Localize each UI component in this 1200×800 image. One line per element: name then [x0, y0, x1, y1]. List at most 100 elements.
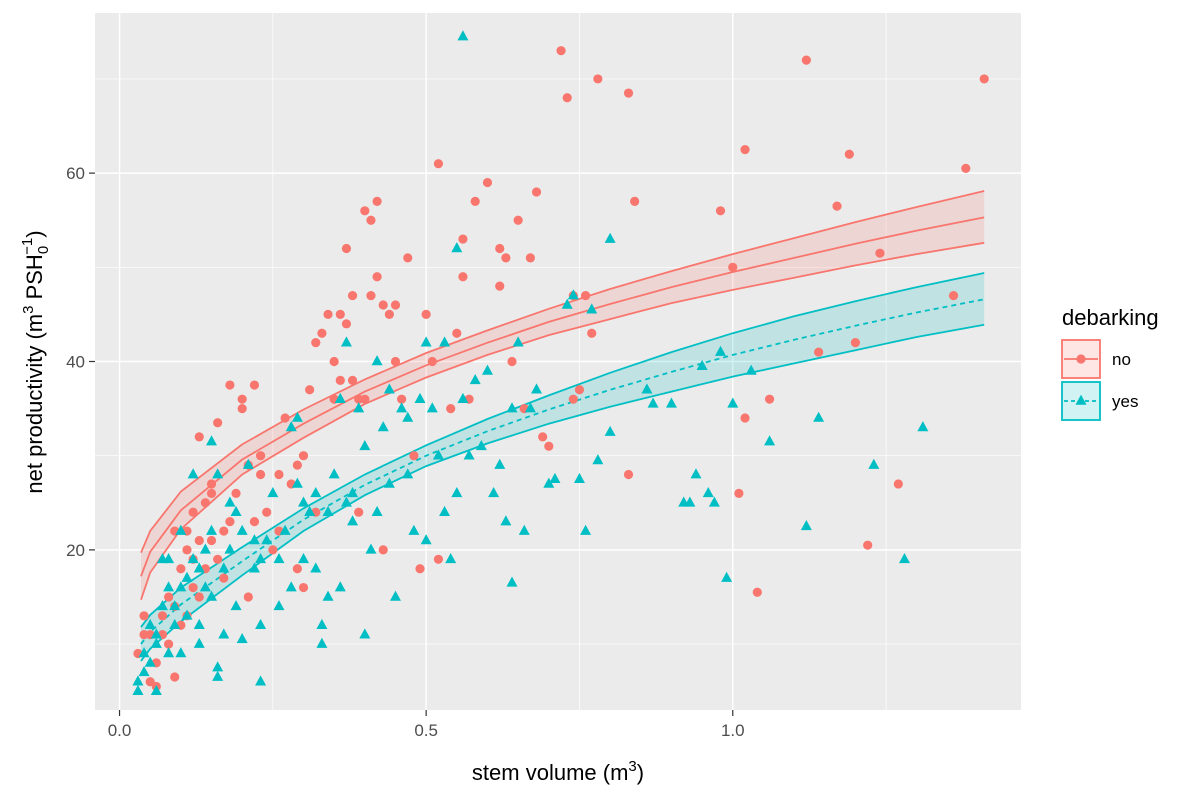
point-no — [280, 413, 290, 423]
point-yes — [212, 670, 224, 681]
point-no — [427, 356, 437, 367]
ci-upper-line-yes — [140, 272, 985, 628]
point-yes — [175, 524, 187, 535]
point-yes — [150, 637, 162, 648]
point-yes — [475, 439, 487, 451]
point-yes — [488, 487, 500, 498]
point-yes — [230, 600, 242, 611]
point-yes — [193, 637, 205, 648]
point-no — [255, 469, 266, 480]
point-yes — [163, 647, 175, 658]
point-yes — [187, 468, 199, 479]
point-yes — [340, 496, 352, 507]
data-points — [132, 30, 989, 695]
point-no — [409, 451, 419, 461]
point-no — [397, 394, 407, 404]
point-yes — [347, 487, 359, 498]
point-yes — [506, 402, 518, 413]
point-yes — [567, 289, 579, 300]
point-no — [219, 526, 229, 536]
point-no — [188, 507, 198, 517]
point-yes — [592, 454, 604, 465]
point-yes — [371, 355, 383, 366]
point-no — [556, 46, 566, 56]
point-yes — [549, 472, 561, 484]
point-yes — [181, 609, 193, 620]
point-yes — [365, 543, 377, 554]
point-yes — [414, 392, 426, 403]
point-no — [433, 159, 444, 169]
point-yes — [420, 534, 432, 545]
x-tick-label: 1.0 — [721, 721, 745, 740]
point-no — [329, 356, 339, 367]
point-no — [384, 309, 394, 320]
point-yes — [206, 524, 218, 535]
point-yes — [322, 590, 334, 601]
point-yes — [291, 411, 303, 422]
point-yes — [402, 468, 414, 479]
point-yes — [199, 543, 211, 554]
point-no — [292, 564, 302, 574]
point-no — [194, 592, 204, 602]
point-yes — [212, 468, 224, 479]
point-yes — [150, 628, 162, 639]
point-yes — [506, 576, 518, 587]
point-yes — [310, 562, 322, 573]
point-no — [341, 319, 352, 329]
point-no — [421, 309, 431, 320]
point-yes — [310, 487, 322, 498]
point-yes — [236, 524, 248, 535]
point-no — [593, 74, 603, 84]
point-yes — [898, 552, 910, 564]
point-yes — [273, 552, 285, 564]
point-no — [507, 356, 517, 367]
point-no — [219, 573, 229, 583]
point-yes — [212, 661, 224, 672]
point-yes — [298, 552, 310, 564]
point-yes — [764, 435, 776, 446]
point-yes — [144, 618, 156, 630]
point-yes — [524, 402, 536, 413]
point-yes — [383, 383, 395, 394]
point-yes — [481, 364, 493, 375]
point-no — [850, 338, 861, 348]
major-grid — [95, 13, 1021, 710]
point-no — [587, 328, 597, 338]
point-yes — [316, 618, 328, 630]
point-no — [403, 253, 413, 263]
point-no — [157, 611, 168, 621]
point-no — [206, 488, 217, 498]
point-no — [525, 253, 536, 263]
point-yes — [206, 590, 218, 601]
point-no — [863, 540, 873, 550]
x-axis-ticks: 0.0 0.5 1.0 — [108, 710, 745, 740]
point-no — [623, 88, 634, 98]
legend-label-yes: yes — [1112, 392, 1138, 411]
point-yes — [377, 421, 389, 432]
point-yes — [334, 392, 346, 403]
point-yes — [715, 345, 727, 356]
point-no — [740, 413, 750, 423]
point-yes — [144, 656, 156, 667]
point-yes — [224, 496, 236, 507]
y-tick-label: 20 — [66, 541, 85, 560]
point-no — [335, 375, 345, 385]
y-tick-label: 40 — [66, 353, 85, 372]
point-yes — [457, 30, 469, 41]
point-yes — [439, 336, 451, 347]
point-yes — [868, 458, 880, 469]
point-yes — [175, 647, 187, 658]
point-yes — [169, 618, 181, 630]
point-yes — [261, 534, 273, 545]
point-yes — [745, 364, 757, 375]
point-no — [378, 300, 388, 310]
point-no — [200, 498, 210, 508]
point-yes — [322, 505, 334, 516]
point-no — [390, 356, 401, 367]
point-no — [568, 394, 578, 404]
point-no — [814, 347, 824, 357]
point-no — [390, 300, 401, 310]
point-yes — [451, 242, 463, 253]
point-yes — [457, 392, 469, 403]
point-no — [979, 74, 989, 84]
